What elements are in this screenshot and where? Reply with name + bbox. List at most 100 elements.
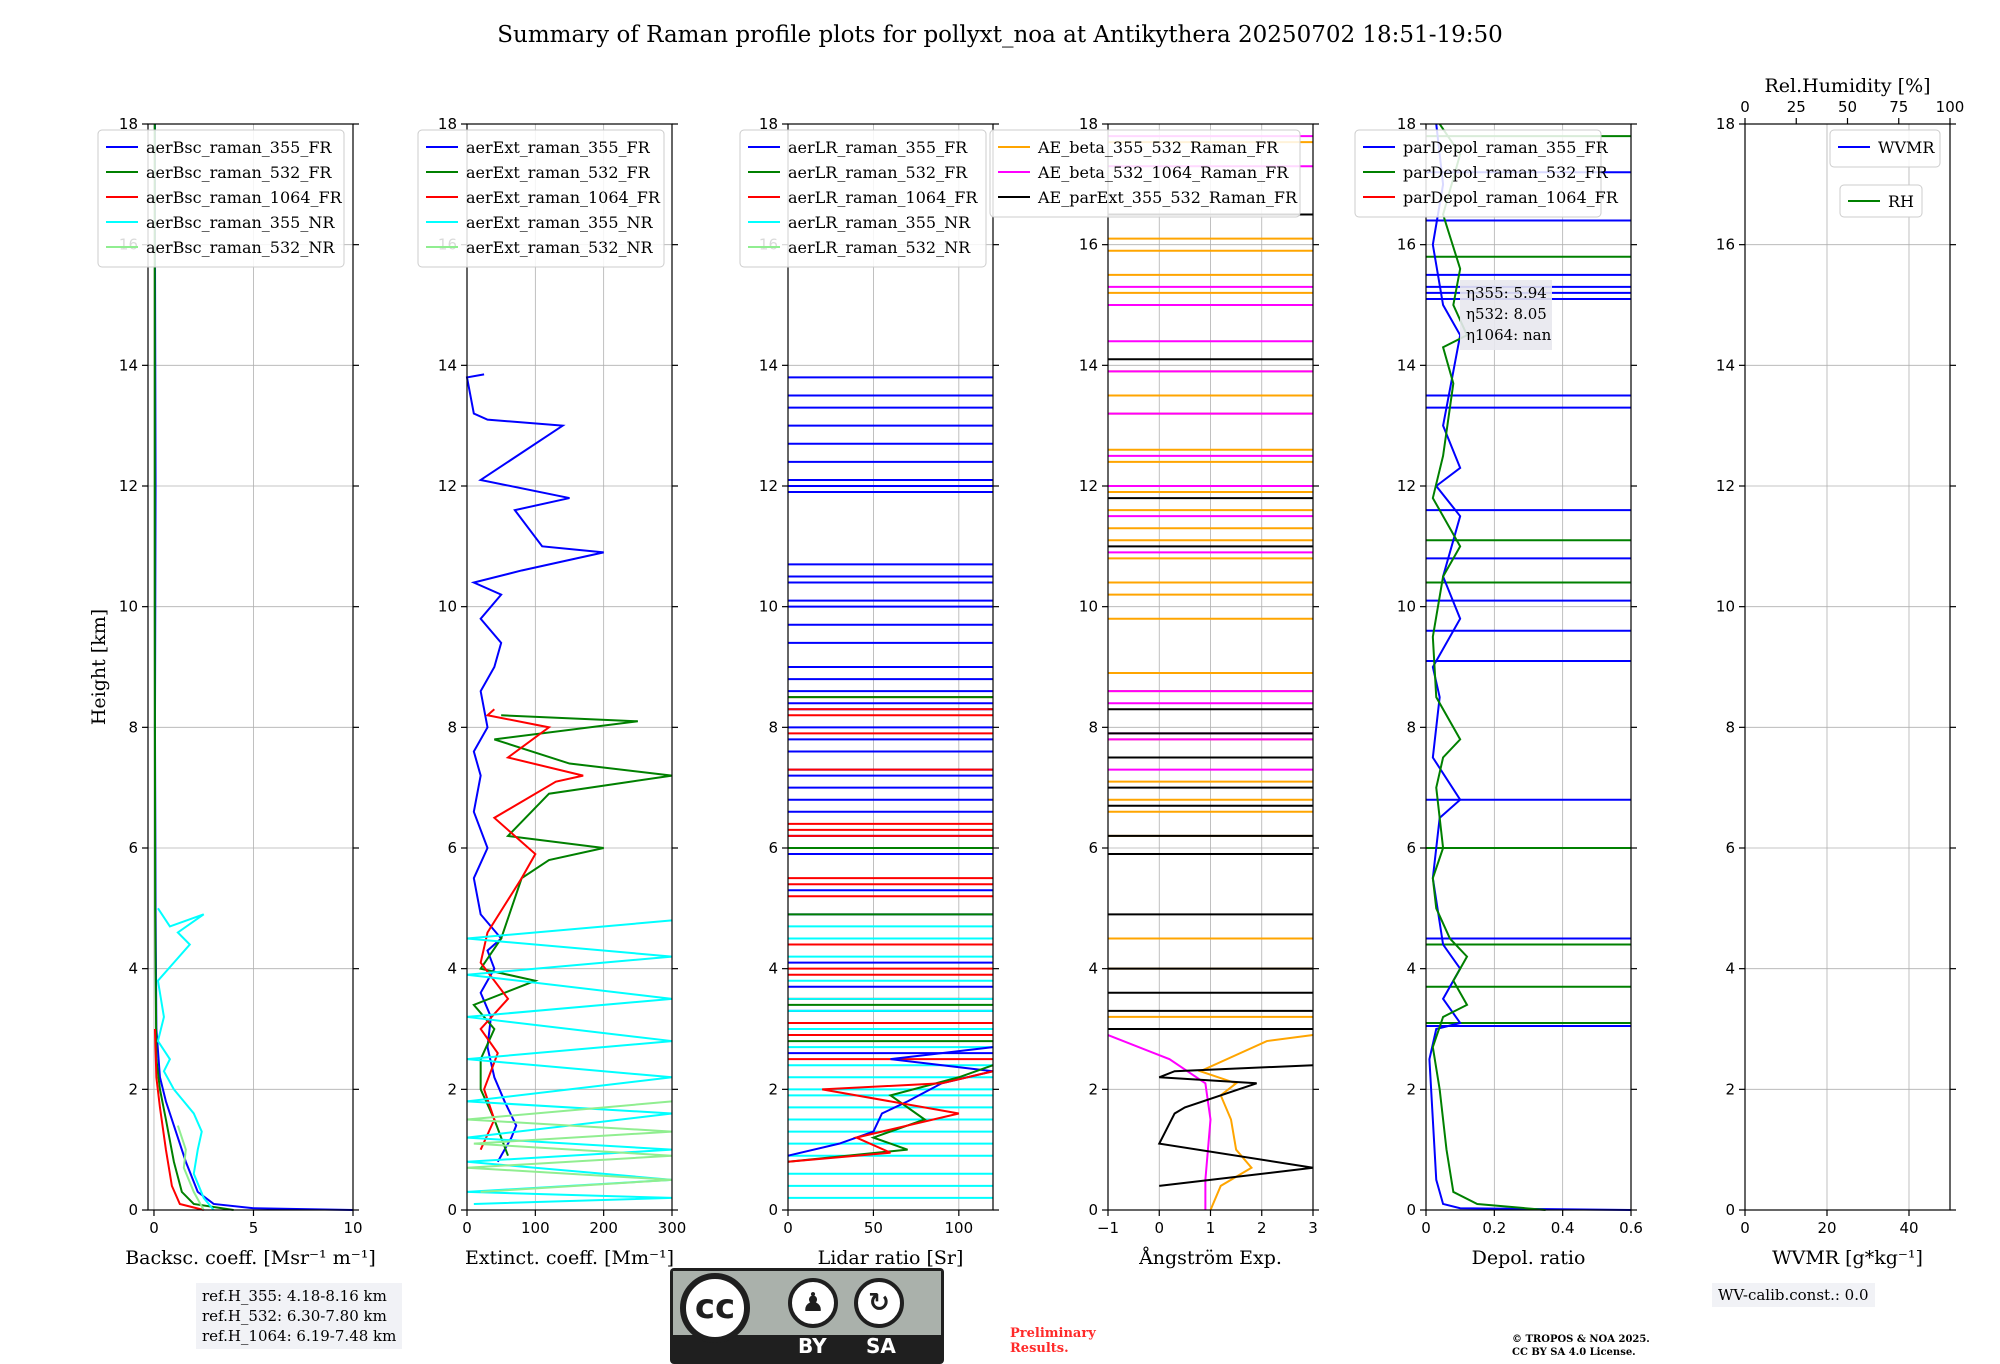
lr-legend-box [739, 129, 987, 268]
ext-ytick-label: 8 [447, 718, 457, 736]
dep-xtick-label: 0.6 [1619, 1219, 1643, 1237]
wv-ytick-label: 0 [1725, 1201, 1735, 1219]
wv-ytick-label: 18 [1716, 115, 1735, 133]
ae-xtick-label: −1 [1097, 1219, 1119, 1237]
bsc-series-aerBsc_raman_532_NR [176, 1125, 205, 1211]
dep-eta-label: η532: 8.05 [1466, 305, 1547, 323]
ae-xtick-label: 3 [1308, 1219, 1318, 1237]
figure-title: Summary of Raman profile plots for polly… [497, 22, 1503, 48]
wv-top-tick-label: 75 [1889, 98, 1908, 116]
wv-ytick-label: 16 [1716, 236, 1735, 254]
cc-logo-icon: cc [680, 1273, 750, 1343]
ext-ytick-label: 6 [447, 839, 457, 857]
dep-ytick-label: 14 [1397, 356, 1416, 374]
ext-xtick-label: 200 [589, 1219, 618, 1237]
wv-top-tick-label: 100 [1936, 98, 1965, 116]
ext-axes-frame [466, 123, 673, 1211]
dep-xtick-label: 0.4 [1551, 1219, 1575, 1237]
ae-ytick-label: 4 [1088, 960, 1098, 978]
lr-axes-frame [787, 123, 994, 1211]
bsc-legend-box [97, 129, 345, 268]
ae-ytick-label: 0 [1088, 1201, 1098, 1219]
dep-eta-label: η355: 5.94 [1466, 284, 1547, 302]
ext-legend-label: aerExt_raman_532_FR [466, 163, 651, 182]
ae-series-AE_beta_355_532_Raman_FR [1197, 1034, 1314, 1211]
wv-ytick-label: 10 [1716, 598, 1735, 616]
bsc-xtick-label: 10 [343, 1219, 362, 1237]
ext-ytick-label: 2 [447, 1080, 457, 1098]
lr-ytick-label: 6 [768, 839, 778, 857]
ext-legend-label: aerExt_raman_532_NR [466, 238, 654, 257]
wv-legend-label: WVMR [1878, 138, 1935, 157]
wv-ytick-label: 14 [1716, 356, 1735, 374]
ext-ytick-label: 0 [447, 1201, 457, 1219]
ae-ytick-label: 10 [1079, 598, 1098, 616]
wv-xlabel: WVMR [g*kg⁻¹] [1772, 1247, 1923, 1269]
dep-ytick-label: 4 [1406, 960, 1416, 978]
lr-series-aerLR_raman_532_FR [787, 1064, 994, 1163]
bsc-ytick-label: 4 [128, 960, 138, 978]
wv-xtick-label: 0 [1740, 1219, 1750, 1237]
lr-ytick-label: 2 [768, 1080, 778, 1098]
dep-legend-box [1354, 129, 1602, 218]
wv-top-tick-label: 25 [1787, 98, 1806, 116]
wv-xtick-label: 20 [1817, 1219, 1836, 1237]
bsc-ytick-label: 14 [119, 356, 138, 374]
ae-ytick-label: 6 [1088, 839, 1098, 857]
dep-legend-label: parDepol_raman_532_FR [1403, 163, 1609, 182]
bsc-ytick-label: 0 [128, 1201, 138, 1219]
ext-series-aerExt_raman_1064_FR [479, 708, 584, 1151]
lr-legend-label: aerLR_raman_355_NR [788, 213, 971, 232]
ext-legend-label: aerExt_raman_1064_FR [466, 188, 661, 207]
ref-height-1064: ref.H_1064: 6.19-7.48 km [202, 1327, 397, 1345]
ae-series-AE_beta_532_1064_Raman_FR [1107, 1034, 1212, 1210]
bsc-legend-label: aerBsc_raman_1064_FR [146, 188, 343, 207]
sa-label: SA [866, 1334, 896, 1358]
ext-ytick-label: 18 [438, 115, 457, 133]
dep-eta-box [1460, 280, 1552, 350]
ext-legend-label: aerExt_raman_355_NR [466, 213, 654, 232]
wv-xtick-label: 40 [1899, 1219, 1918, 1237]
ae-legend-label: AE_parExt_355_532_Raman_FR [1037, 188, 1298, 207]
lr-series-aerLR_raman_1064_FR [787, 1070, 994, 1163]
wv-legend2-box [1839, 184, 1923, 218]
ae-ytick-label: 14 [1079, 356, 1098, 374]
lr-xtick-label: 50 [864, 1219, 883, 1237]
bsc-ytick-label: 12 [119, 477, 138, 495]
preliminary-line-2: Results. [1010, 1341, 1069, 1356]
dep-ytick-label: 12 [1397, 477, 1416, 495]
lr-ytick-label: 4 [768, 960, 778, 978]
dep-ytick-label: 10 [1397, 598, 1416, 616]
lr-legend-label: aerLR_raman_532_NR [788, 238, 971, 257]
bsc-ytick-label: 10 [119, 598, 138, 616]
lr-ytick-label: 8 [768, 718, 778, 736]
ext-xtick-label: 0 [462, 1219, 472, 1237]
bsc-xtick-label: 5 [249, 1219, 259, 1237]
bsc-ytick-label: 6 [128, 839, 138, 857]
wv-legend-box [1829, 129, 1941, 168]
ae-legend-box [989, 129, 1301, 218]
ae-legend-label: AE_beta_355_532_Raman_FR [1037, 138, 1279, 157]
wv-top-tick-label: 0 [1740, 98, 1750, 116]
dep-xtick-label: 0.2 [1482, 1219, 1506, 1237]
wv-ytick-label: 6 [1725, 839, 1735, 857]
ae-xtick-label: 1 [1206, 1219, 1216, 1237]
dep-ytick-label: 18 [1397, 115, 1416, 133]
lr-ytick-label: 18 [759, 115, 778, 133]
cc-by-sa-badge: cc ♟ ↻ BY SA [670, 1268, 944, 1364]
lr-legend-label: aerLR_raman_532_FR [788, 163, 968, 182]
ext-ytick-label: 10 [438, 598, 457, 616]
by-label: BY [798, 1334, 827, 1358]
ext-xlabel: Extinct. coeff. [Mm⁻¹] [465, 1247, 674, 1269]
lr-xtick-label: 100 [945, 1219, 974, 1237]
ext-xtick-label: 300 [658, 1219, 687, 1237]
ext-xtick-label: 100 [521, 1219, 550, 1237]
attribution-person-icon: ♟ [788, 1278, 838, 1328]
wv-ytick-label: 12 [1716, 477, 1735, 495]
dep-ytick-label: 6 [1406, 839, 1416, 857]
wv-top-tick-label: 50 [1838, 98, 1857, 116]
bsc-legend-label: aerBsc_raman_532_FR [146, 163, 332, 182]
ref-height-532: ref.H_532: 6.30-7.80 km [202, 1307, 387, 1325]
bsc-series-aerBsc_raman_355_NR [156, 907, 215, 1211]
lr-xlabel: Lidar ratio [Sr] [818, 1247, 964, 1269]
